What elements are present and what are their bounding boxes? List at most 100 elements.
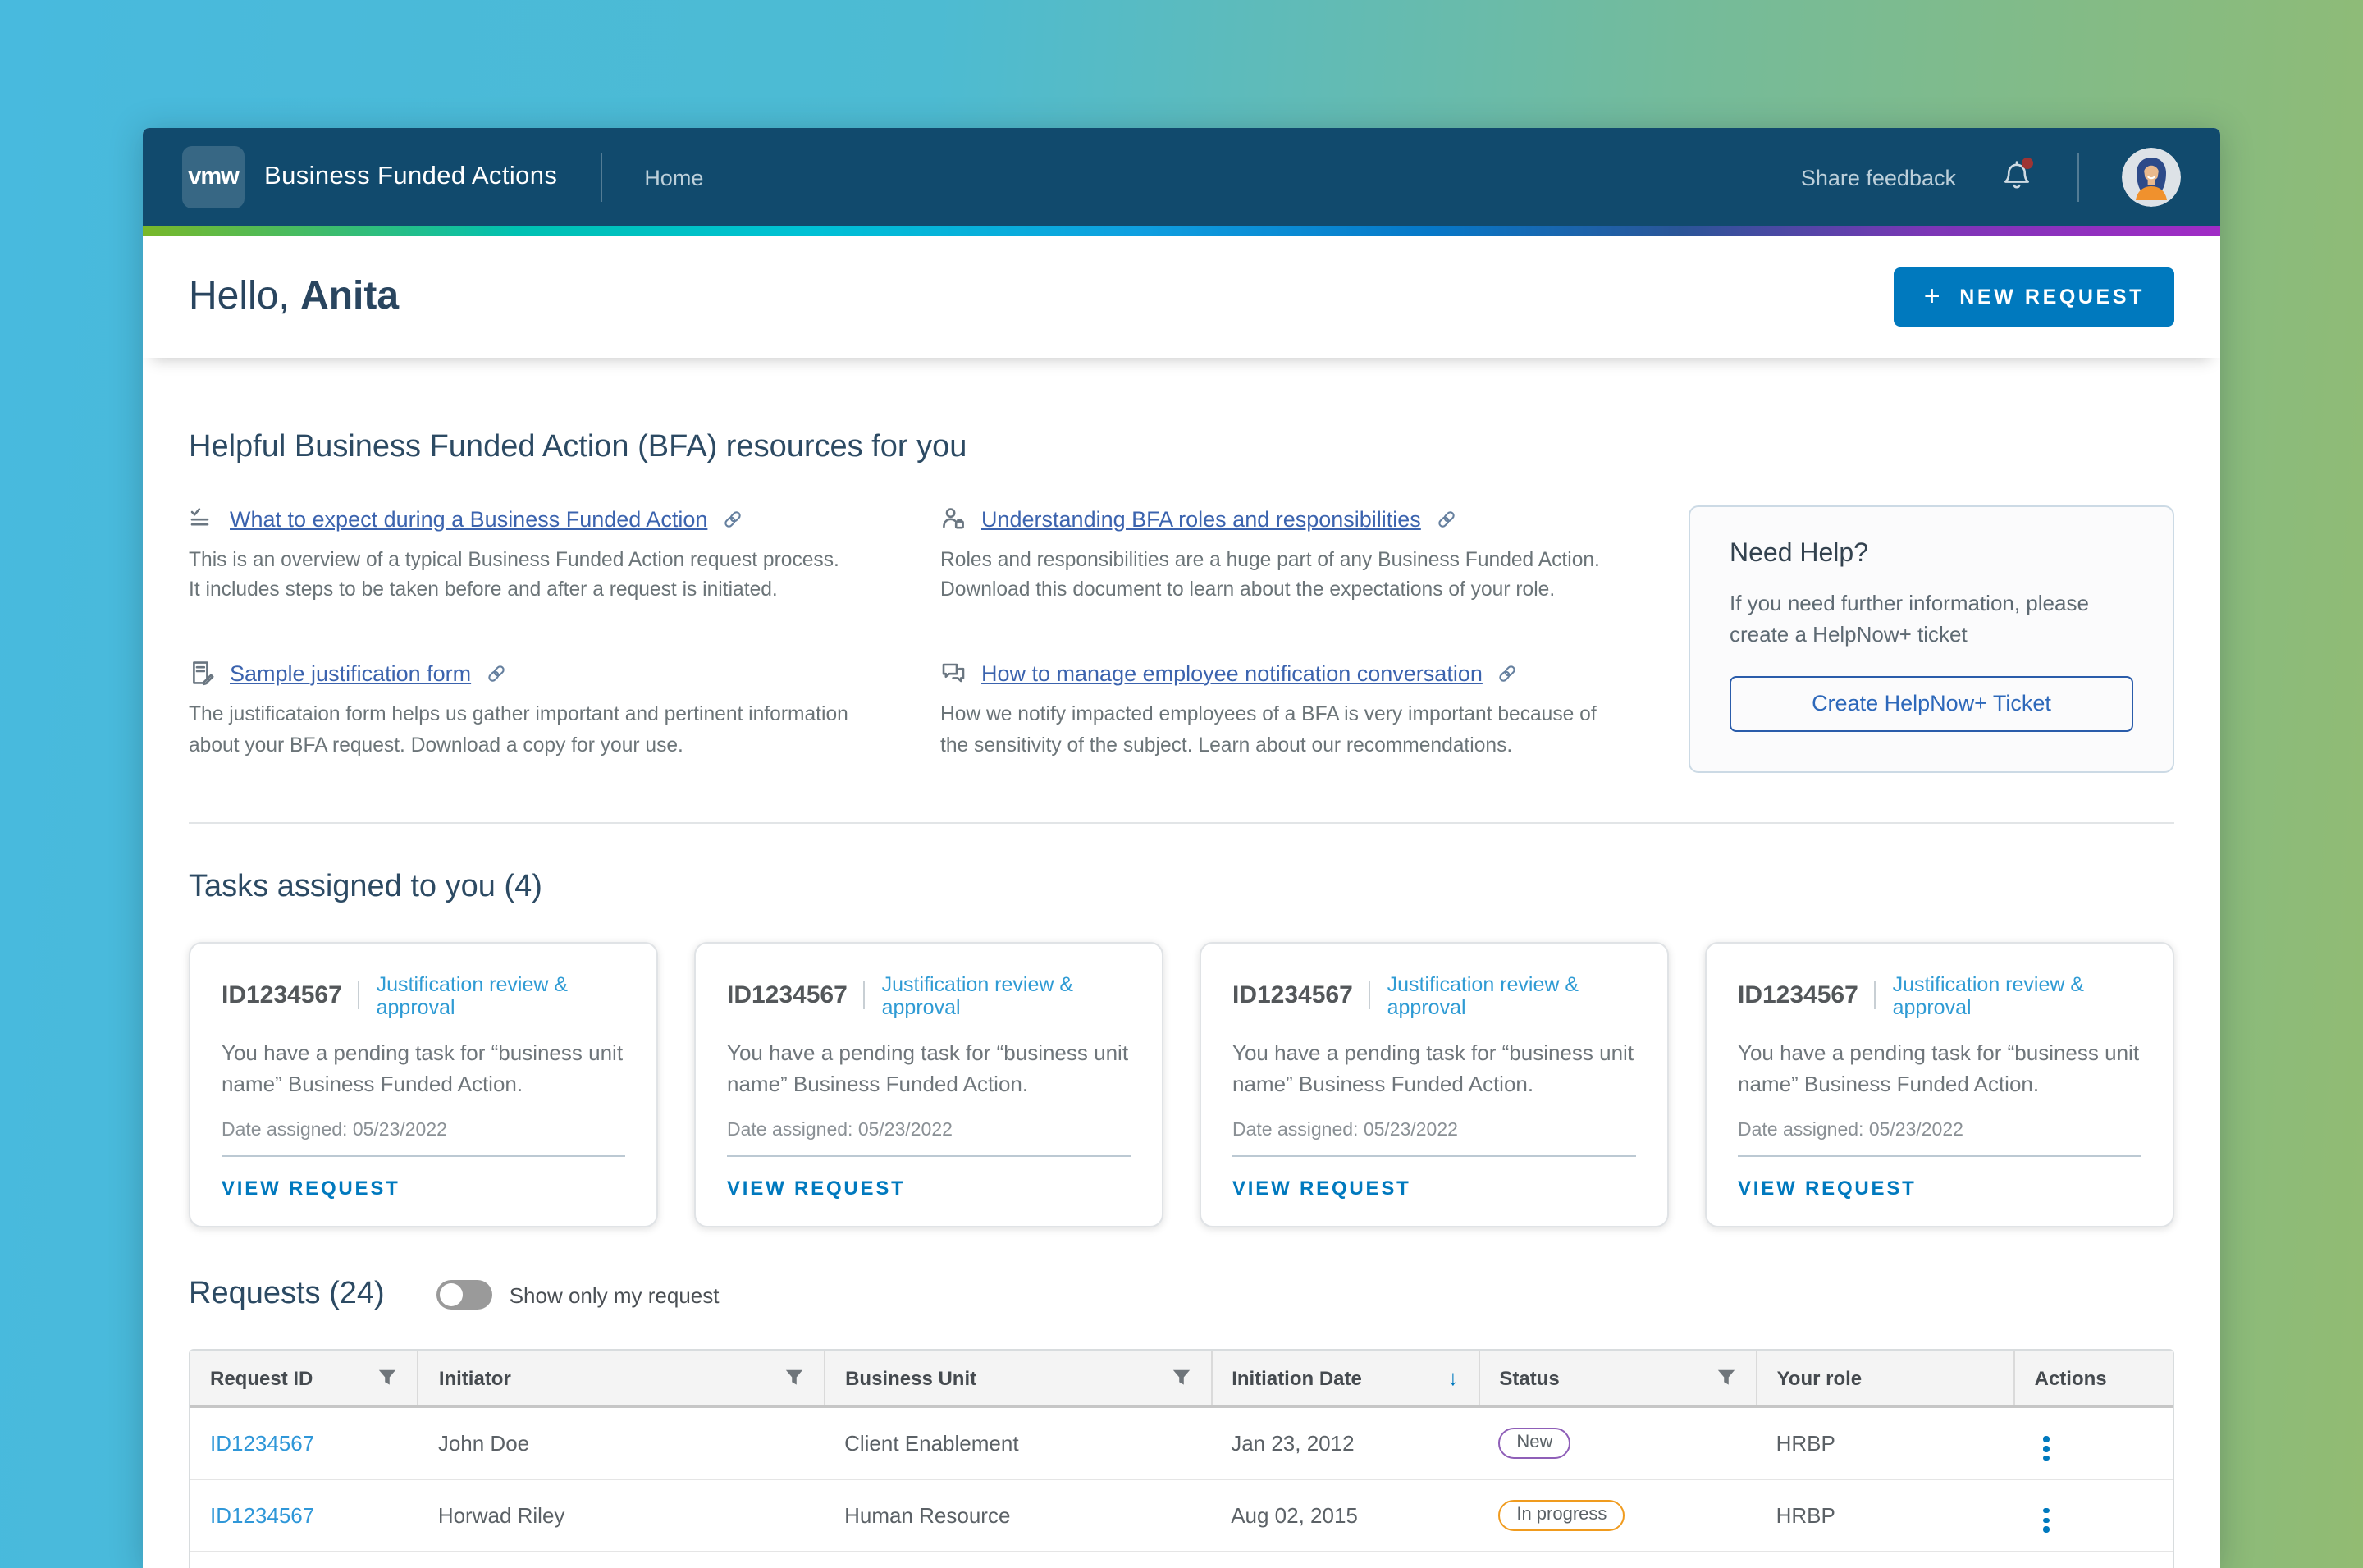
divider (1369, 981, 1371, 1010)
share-feedback-link[interactable]: Share feedback (1800, 165, 1956, 190)
create-helpnow-ticket-button[interactable]: Create HelpNow+ Ticket (1730, 675, 2133, 732)
document-edit-icon (189, 661, 215, 687)
initiation-date-cell: Aug 02, 2015 (1211, 1478, 1479, 1551)
view-request-link[interactable]: VIEW REQUEST (727, 1177, 906, 1200)
link-icon[interactable] (1436, 508, 1457, 529)
toggle-label: Show only my request (509, 1282, 720, 1308)
resource-item: Sample justification form The justificat… (189, 661, 875, 773)
resource-description: This is an overview of a typical Busines… (189, 548, 839, 601)
row-actions-menu[interactable] (2034, 1505, 2059, 1536)
notification-dot (2022, 158, 2033, 169)
top-navbar: vmw Business Funded Actions Home Share f… (143, 128, 2220, 226)
task-date: Date assigned: 05/23/2022 (727, 1121, 953, 1141)
status-badge: New (1498, 1428, 1571, 1460)
brand-gradient-strip (143, 226, 2220, 236)
task-id: ID1234567 (1738, 981, 1858, 1010)
task-date: Date assigned: 05/23/2022 (1232, 1121, 1458, 1141)
column-header: Your role (1776, 1366, 1863, 1390)
resource-link[interactable]: How to manage employee notification conv… (981, 661, 1483, 686)
resource-item: What to expect during a Business Funded … (189, 505, 875, 618)
resource-link[interactable]: What to expect during a Business Funded … (230, 506, 708, 531)
task-body: You have a pending task for “business un… (1738, 1040, 2140, 1096)
task-card: ID1234567 Justification review & approval… (694, 941, 1163, 1228)
new-request-button[interactable]: + NEW REQUEST (1894, 267, 2174, 327)
link-icon[interactable] (486, 663, 507, 684)
resource-link[interactable]: Understanding BFA roles and responsibili… (981, 506, 1421, 531)
filter-icon[interactable] (784, 1369, 804, 1387)
resource-description: How we notify impacted employees of a BF… (940, 702, 1597, 757)
task-type-label: Justification review & approval (881, 972, 1074, 1019)
resource-description: Roles and responsibilities are a huge pa… (940, 548, 1600, 601)
table-header-row: Request ID Initiator Business Unit Initi… (190, 1351, 2173, 1409)
task-date: Date assigned: 05/23/2022 (222, 1121, 447, 1141)
app-title: Business Funded Actions (264, 162, 558, 190)
request-id-link[interactable]: ID1234567 (210, 1431, 315, 1456)
notification-bell-icon[interactable] (1999, 158, 2035, 195)
nav-divider (600, 153, 602, 202)
divider (863, 981, 866, 1010)
sort-descending-icon[interactable]: ↓ (1447, 1365, 1459, 1391)
table-row: ID1234567 Benson Lord Colleague Experien… (190, 1550, 2173, 1568)
navbar-right: Share feedback (1801, 148, 2181, 207)
vmware-logo-text: vmw (188, 164, 239, 190)
divider (1874, 981, 1876, 1010)
user-avatar[interactable] (2122, 148, 2181, 207)
requests-section: Requests (24) Show only my request (189, 1278, 2174, 1568)
greeting-text: Hello, (189, 274, 290, 318)
initiation-date-cell: Jan 23, 2012 (1211, 1550, 1479, 1568)
column-header: Status (1499, 1366, 1560, 1390)
task-body: You have a pending task for “business un… (727, 1040, 1129, 1096)
link-icon[interactable] (722, 508, 743, 529)
task-type-label: Justification review & approval (376, 972, 569, 1019)
need-help-text: If you need further information, please … (1730, 591, 2089, 647)
resources-layout: What to expect during a Business Funded … (189, 505, 2174, 773)
table-row: ID1234567 Horwad Riley Human Resource Au… (190, 1478, 2173, 1551)
nav-item-home[interactable]: Home (644, 165, 704, 190)
column-header: Business Unit (845, 1366, 977, 1390)
task-card: ID1234567 Justification review & approval… (189, 941, 658, 1228)
initiator-cell: Horwad Riley (418, 1478, 825, 1551)
role-cell: HRBP (1756, 1478, 2014, 1551)
business-unit-cell: Colleague Experience (825, 1550, 1212, 1568)
request-id-link[interactable]: ID1234567 (210, 1502, 315, 1528)
filter-icon[interactable] (1171, 1369, 1191, 1387)
card-divider (1738, 1155, 2141, 1158)
toggle-knob (440, 1283, 464, 1307)
task-id: ID1234567 (1232, 981, 1353, 1010)
resource-link[interactable]: Sample justification form (230, 661, 472, 686)
requests-table: Request ID Initiator Business Unit Initi… (189, 1349, 2174, 1568)
task-cards: ID1234567 Justification review & approval… (189, 941, 2174, 1228)
card-divider (222, 1155, 625, 1158)
role-cell: HRBP (1756, 1550, 2014, 1568)
task-body: You have a pending task for “business un… (222, 1040, 624, 1096)
view-request-link[interactable]: VIEW REQUEST (1738, 1177, 1917, 1200)
view-request-link[interactable]: VIEW REQUEST (1232, 1177, 1411, 1200)
resources-section: Helpful Business Funded Action (BFA) res… (189, 358, 2174, 773)
initiation-date-cell: Jan 23, 2012 (1231, 1431, 1355, 1456)
person-badge-icon (940, 505, 967, 532)
filter-icon[interactable] (378, 1369, 398, 1387)
divider (358, 981, 360, 1010)
page-title: Hello, Anita (189, 274, 399, 320)
show-only-my-request-toggle[interactable] (436, 1280, 493, 1310)
task-type-label: Justification review & approval (1892, 972, 2085, 1019)
hello-bar: Hello, Anita + NEW REQUEST (143, 236, 2220, 358)
table-row: ID1234567 John Doe Client Enablement Jan… (190, 1407, 2173, 1479)
view-request-link[interactable]: VIEW REQUEST (222, 1177, 400, 1200)
initiator-cell: John Doe (437, 1431, 530, 1456)
row-actions-menu[interactable] (2034, 1433, 2059, 1465)
task-card: ID1234567 Justification review & approval… (1200, 941, 1669, 1228)
resource-description: The justificataion form helps us gather … (189, 702, 848, 757)
task-card: ID1234567 Justification review & approval… (1705, 941, 2174, 1228)
link-icon[interactable] (1497, 663, 1519, 684)
resource-item: Understanding BFA roles and responsibili… (940, 505, 1626, 618)
need-help-title: Need Help? (1730, 540, 1868, 568)
column-header: Request ID (210, 1366, 313, 1390)
filter-icon[interactable] (1716, 1369, 1736, 1387)
column-header: Initiator (438, 1366, 511, 1390)
role-cell: HRBP (1776, 1431, 1835, 1456)
business-unit-cell: Client Enablement (844, 1431, 1019, 1456)
status-badge: In progress (1498, 1499, 1625, 1531)
tasks-section: Tasks assigned to you (4) ID1234567 Justi… (189, 869, 2174, 1228)
